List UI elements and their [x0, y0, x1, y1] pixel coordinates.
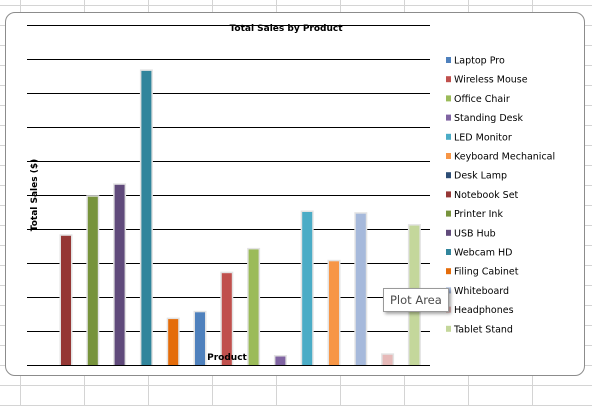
bar-1[interactable] — [61, 235, 71, 365]
legend-swatch — [446, 57, 451, 63]
bar-5[interactable] — [168, 319, 179, 365]
legend-swatch — [446, 153, 451, 159]
legend-swatch — [446, 172, 451, 179]
bar-3[interactable] — [114, 184, 125, 365]
legend-entry: Tablet Stand — [453, 324, 513, 335]
legend-swatch — [446, 249, 451, 255]
legend-swatch — [446, 191, 451, 198]
plot-area-tooltip: Plot Area — [383, 288, 449, 312]
legend-swatch — [446, 114, 451, 121]
legend-swatch — [446, 76, 451, 83]
legend-entry: Filing Cabinet — [454, 267, 519, 278]
legend-entry: LED Monitor — [454, 132, 512, 143]
legend-entry: Printer Ink — [454, 209, 503, 220]
bar-8[interactable] — [248, 249, 259, 365]
legend-entry: USB Hub — [454, 228, 496, 239]
chart-area[interactable] — [5, 12, 585, 376]
bars[interactable] — [59, 69, 421, 366]
bar-9[interactable] — [275, 356, 286, 366]
legend-entry: Laptop Pro — [454, 56, 505, 67]
legend-entry: Webcam HD — [454, 248, 513, 259]
legend-swatch — [446, 229, 451, 236]
bar-10[interactable] — [302, 212, 313, 365]
legend-swatch — [446, 210, 451, 217]
legend-swatch — [446, 133, 451, 140]
bar-13[interactable] — [382, 354, 393, 365]
bar-12[interactable] — [355, 213, 366, 365]
legend-swatch — [446, 268, 451, 275]
bar-2[interactable] — [87, 196, 98, 365]
y-axis-title: Total Sales ($) — [30, 159, 40, 231]
legend-entry: Keyboard Mechanical — [454, 152, 555, 163]
legend-entry: Wireless Mouse — [454, 75, 528, 86]
bar-11[interactable] — [329, 261, 339, 365]
legend-entry: Headphones — [454, 305, 514, 316]
legend-swatch — [446, 95, 451, 102]
legend-entry: Notebook Set — [454, 190, 519, 201]
bar-4[interactable] — [141, 70, 152, 366]
legend-swatch — [446, 325, 451, 332]
legend-entry: Whiteboard — [454, 286, 509, 297]
legend[interactable]: Laptop Pro Wireless Mouse Office Chair Stan… — [446, 56, 555, 336]
legend-entry: Desk Lamp — [454, 171, 507, 182]
bar-6[interactable] — [195, 312, 205, 365]
legend-entry: Office Chair — [454, 94, 510, 105]
bar-7[interactable] — [221, 273, 232, 365]
x-axis-title: Product — [207, 353, 247, 363]
chart-title: Total Sales by Product — [229, 24, 343, 34]
legend-entry: Standing Desk — [454, 113, 523, 124]
